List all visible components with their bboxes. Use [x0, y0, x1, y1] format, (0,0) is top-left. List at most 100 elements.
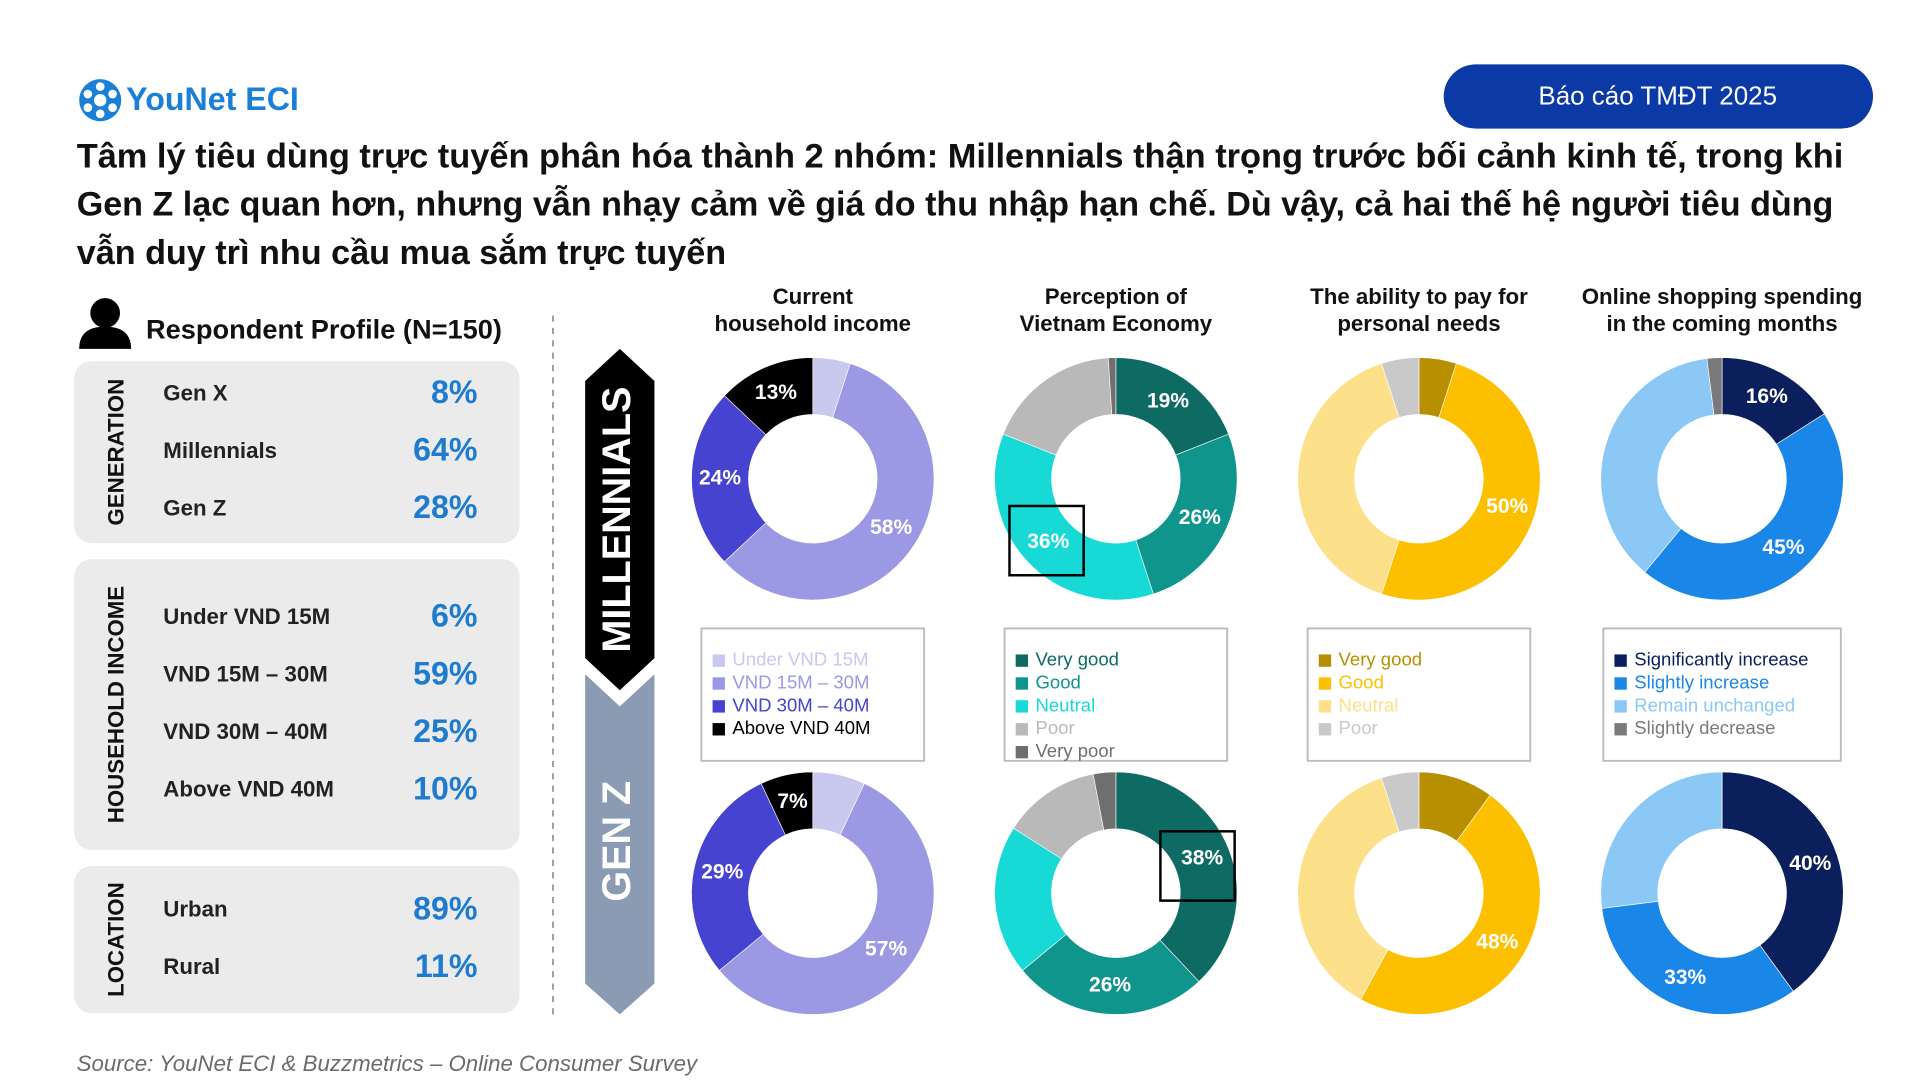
legend-label: Poor: [1035, 717, 1074, 738]
data-label: 36%: [1027, 530, 1069, 553]
row-label: GEN Z: [595, 781, 639, 902]
legend-label: Neutral: [1035, 694, 1095, 715]
donut-slice: [718, 783, 935, 1015]
legend-swatch: [1015, 700, 1029, 713]
donut-slice: [723, 357, 814, 436]
data-label: 40%: [1789, 852, 1831, 875]
profile-label: Gen X: [163, 381, 227, 406]
profile-value: 89%: [413, 890, 477, 926]
legend-label: Good: [1339, 671, 1384, 692]
badge-text: Báo cáo TMĐT 2025: [1538, 81, 1777, 111]
profile-value: 25%: [413, 713, 477, 749]
legend-label: Slightly decrease: [1634, 717, 1775, 738]
title-line: Gen Z lạc quan hơn, nhưng vẫn nhạy cảm v…: [77, 184, 1834, 224]
donut-slice: [1107, 357, 1117, 415]
data-label: 13%: [755, 381, 797, 404]
donut-slice: [1381, 771, 1420, 833]
legend-swatch: [1614, 654, 1627, 667]
chart-title: Perception of: [1045, 284, 1188, 309]
data-label: 57%: [865, 938, 907, 961]
profile-panel: [74, 361, 520, 544]
data-label: 19%: [1147, 390, 1189, 413]
data-label: 24%: [699, 466, 741, 489]
legend-label: VND 15M – 30M: [732, 671, 869, 692]
chart-title: personal needs: [1337, 311, 1500, 336]
profile-label: Millennials: [163, 438, 277, 463]
legend-box: [700, 627, 926, 762]
data-label: 29%: [701, 861, 743, 884]
legend-label: Remain unchanged: [1634, 694, 1795, 715]
legend-label: Under VND 15M: [732, 649, 868, 670]
legend-swatch: [712, 677, 725, 690]
data-label: 45%: [1762, 536, 1804, 559]
chart-title: Current: [773, 284, 854, 309]
profile-value: 6%: [431, 598, 477, 634]
donut-slice: [691, 783, 786, 971]
profile-label: Under VND 15M: [163, 604, 330, 629]
chart-title: The ability to pay for: [1310, 284, 1528, 309]
donut-slice: [994, 433, 1154, 601]
donut-slice: [1381, 357, 1420, 418]
donut-slice: [1601, 900, 1794, 1015]
title-line: vẫn duy trì nhu cầu mua sắm trực tuyến: [77, 232, 726, 272]
donut-slice: [1297, 363, 1400, 595]
section-label: LOCATION: [103, 882, 128, 997]
donut-slice: [1022, 933, 1200, 1015]
legend-swatch: [712, 654, 725, 667]
legend-swatch: [1015, 723, 1029, 736]
row-label: MILLENNIALS: [595, 387, 639, 653]
legend-swatch: [1015, 745, 1029, 759]
data-label: 38%: [1181, 847, 1223, 870]
data-label: 50%: [1486, 495, 1528, 518]
section-label: GENERATION: [103, 379, 128, 526]
legend-swatch: [1318, 723, 1332, 736]
legend-label: Very poor: [1035, 740, 1114, 761]
section-label: HOUSEHOLD INCOME: [103, 586, 128, 823]
data-label: 16%: [1746, 385, 1788, 408]
legend-label: Poor: [1339, 717, 1378, 738]
profile-value: 28%: [413, 489, 477, 525]
badge: [1443, 64, 1873, 129]
data-label: 26%: [1089, 973, 1131, 996]
profile-label: Rural: [163, 954, 220, 979]
profile-label: Above VND 40M: [163, 777, 334, 802]
legend-box: [1602, 627, 1842, 762]
legend-swatch: [712, 700, 725, 713]
chart-title: Vietnam Economy: [1020, 311, 1213, 336]
donut-slice: [1600, 358, 1715, 573]
legend-label: Slightly increase: [1634, 671, 1769, 692]
profile-value: 11%: [415, 948, 478, 984]
profile-value: 59%: [413, 655, 477, 691]
legend-swatch: [712, 723, 725, 736]
logo-text: YouNet ECI: [126, 81, 299, 117]
legend-swatch: [1318, 654, 1332, 667]
data-label: 7%: [777, 790, 808, 813]
legend-swatch: [1614, 700, 1627, 713]
chart-title: Online shopping spending: [1582, 284, 1863, 309]
donut-slice: [1706, 357, 1723, 416]
donut-slice: [1600, 771, 1723, 909]
legend-box: [1003, 627, 1229, 762]
donut-slice: [691, 395, 767, 563]
legend-swatch: [1318, 677, 1332, 690]
row-arrow: [585, 674, 655, 1015]
donut-slice: [1135, 433, 1238, 595]
legend-label: Significantly increase: [1634, 649, 1808, 670]
legend-swatch: [1015, 677, 1029, 690]
chart-title: in the coming months: [1606, 311, 1837, 336]
donut-slice: [723, 363, 935, 601]
profile-label: Gen Z: [163, 496, 226, 521]
legend-label: Above VND 40M: [732, 717, 870, 738]
data-label: 26%: [1179, 506, 1221, 529]
data-label: 48%: [1476, 930, 1518, 953]
legend-label: Very good: [1035, 649, 1119, 670]
legend-swatch: [1015, 654, 1029, 667]
donut-slice: [1360, 794, 1541, 1015]
profile-label: VND 30M – 40M: [163, 719, 327, 744]
legend-swatch: [1318, 700, 1332, 713]
chart-title: household income: [715, 311, 912, 336]
donut-slice: [1115, 771, 1238, 983]
donut-slice: [1381, 363, 1541, 601]
